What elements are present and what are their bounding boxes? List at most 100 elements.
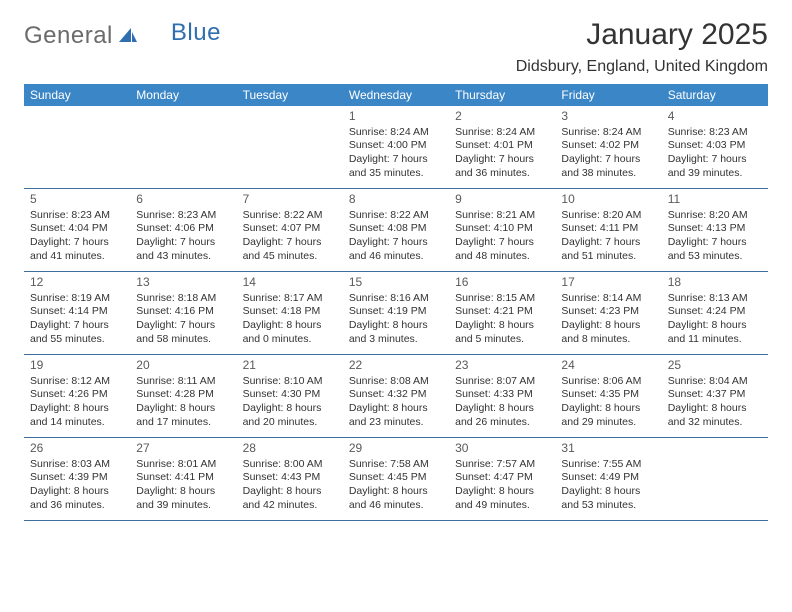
header: General Blue January 2025 Didsbury, Engl… bbox=[24, 18, 768, 76]
day-number: 7 bbox=[243, 192, 337, 208]
calendar-day-cell: 19Sunrise: 8:12 AMSunset: 4:26 PMDayligh… bbox=[24, 355, 130, 437]
day-number: 6 bbox=[136, 192, 230, 208]
sunset-line: Sunset: 4:32 PM bbox=[349, 388, 443, 402]
calendar-week-row: 5Sunrise: 8:23 AMSunset: 4:04 PMDaylight… bbox=[24, 189, 768, 272]
day-number: 30 bbox=[455, 441, 549, 457]
sunrise-line: Sunrise: 8:13 AM bbox=[668, 292, 762, 306]
sunrise-line: Sunrise: 8:20 AM bbox=[668, 209, 762, 223]
day-number: 23 bbox=[455, 358, 549, 374]
sunset-line: Sunset: 4:18 PM bbox=[243, 305, 337, 319]
sunset-line: Sunset: 4:00 PM bbox=[349, 139, 443, 153]
day-number: 2 bbox=[455, 109, 549, 125]
sunrise-line: Sunrise: 8:12 AM bbox=[30, 375, 124, 389]
sunset-line: Sunset: 4:13 PM bbox=[668, 222, 762, 236]
day-number: 5 bbox=[30, 192, 124, 208]
calendar-day-cell: 4Sunrise: 8:23 AMSunset: 4:03 PMDaylight… bbox=[662, 106, 768, 188]
calendar-week-row: 19Sunrise: 8:12 AMSunset: 4:26 PMDayligh… bbox=[24, 355, 768, 438]
sunrise-line: Sunrise: 8:24 AM bbox=[455, 126, 549, 140]
calendar-day-cell: 18Sunrise: 8:13 AMSunset: 4:24 PMDayligh… bbox=[662, 272, 768, 354]
sunset-line: Sunset: 4:41 PM bbox=[136, 471, 230, 485]
weekday-header: Wednesday bbox=[343, 84, 449, 106]
day-number: 1 bbox=[349, 109, 443, 125]
day-number: 16 bbox=[455, 275, 549, 291]
sunset-line: Sunset: 4:24 PM bbox=[668, 305, 762, 319]
day-number: 13 bbox=[136, 275, 230, 291]
daylight-line: Daylight: 7 hours and 38 minutes. bbox=[561, 153, 655, 180]
daylight-line: Daylight: 7 hours and 41 minutes. bbox=[30, 236, 124, 263]
day-number: 28 bbox=[243, 441, 337, 457]
calendar-day-cell: 12Sunrise: 8:19 AMSunset: 4:14 PMDayligh… bbox=[24, 272, 130, 354]
daylight-line: Daylight: 7 hours and 58 minutes. bbox=[136, 319, 230, 346]
weekday-header: Thursday bbox=[449, 84, 555, 106]
calendar-day-cell: 8Sunrise: 8:22 AMSunset: 4:08 PMDaylight… bbox=[343, 189, 449, 271]
day-number: 24 bbox=[561, 358, 655, 374]
sunrise-line: Sunrise: 8:16 AM bbox=[349, 292, 443, 306]
day-number: 20 bbox=[136, 358, 230, 374]
sunset-line: Sunset: 4:39 PM bbox=[30, 471, 124, 485]
calendar-day-cell: 31Sunrise: 7:55 AMSunset: 4:49 PMDayligh… bbox=[555, 438, 661, 520]
day-number: 15 bbox=[349, 275, 443, 291]
sunrise-line: Sunrise: 8:07 AM bbox=[455, 375, 549, 389]
sunrise-line: Sunrise: 8:18 AM bbox=[136, 292, 230, 306]
page-title: January 2025 bbox=[516, 18, 768, 52]
day-number: 21 bbox=[243, 358, 337, 374]
daylight-line: Daylight: 8 hours and 29 minutes. bbox=[561, 402, 655, 429]
sunrise-line: Sunrise: 8:08 AM bbox=[349, 375, 443, 389]
daylight-line: Daylight: 8 hours and 23 minutes. bbox=[349, 402, 443, 429]
sunrise-line: Sunrise: 8:22 AM bbox=[349, 209, 443, 223]
daylight-line: Daylight: 8 hours and 20 minutes. bbox=[243, 402, 337, 429]
day-number: 18 bbox=[668, 275, 762, 291]
calendar-day-cell: 16Sunrise: 8:15 AMSunset: 4:21 PMDayligh… bbox=[449, 272, 555, 354]
sunset-line: Sunset: 4:03 PM bbox=[668, 139, 762, 153]
day-number: 19 bbox=[30, 358, 124, 374]
daylight-line: Daylight: 7 hours and 53 minutes. bbox=[668, 236, 762, 263]
day-number: 10 bbox=[561, 192, 655, 208]
sunset-line: Sunset: 4:16 PM bbox=[136, 305, 230, 319]
calendar-day-cell: 24Sunrise: 8:06 AMSunset: 4:35 PMDayligh… bbox=[555, 355, 661, 437]
sunrise-line: Sunrise: 8:21 AM bbox=[455, 209, 549, 223]
daylight-line: Daylight: 7 hours and 51 minutes. bbox=[561, 236, 655, 263]
sunset-line: Sunset: 4:37 PM bbox=[668, 388, 762, 402]
daylight-line: Daylight: 8 hours and 17 minutes. bbox=[136, 402, 230, 429]
weekday-header: Tuesday bbox=[237, 84, 343, 106]
sunset-line: Sunset: 4:02 PM bbox=[561, 139, 655, 153]
weekday-header: Sunday bbox=[24, 84, 130, 106]
calendar-day-cell: 25Sunrise: 8:04 AMSunset: 4:37 PMDayligh… bbox=[662, 355, 768, 437]
calendar-day-cell: 2Sunrise: 8:24 AMSunset: 4:01 PMDaylight… bbox=[449, 106, 555, 188]
sunset-line: Sunset: 4:01 PM bbox=[455, 139, 549, 153]
sunset-line: Sunset: 4:04 PM bbox=[30, 222, 124, 236]
sunset-line: Sunset: 4:45 PM bbox=[349, 471, 443, 485]
sunrise-line: Sunrise: 8:20 AM bbox=[561, 209, 655, 223]
sunset-line: Sunset: 4:47 PM bbox=[455, 471, 549, 485]
daylight-line: Daylight: 8 hours and 36 minutes. bbox=[30, 485, 124, 512]
day-number: 31 bbox=[561, 441, 655, 457]
calendar-day-cell bbox=[130, 106, 236, 188]
daylight-line: Daylight: 8 hours and 8 minutes. bbox=[561, 319, 655, 346]
calendar-day-cell: 10Sunrise: 8:20 AMSunset: 4:11 PMDayligh… bbox=[555, 189, 661, 271]
calendar-day-cell: 23Sunrise: 8:07 AMSunset: 4:33 PMDayligh… bbox=[449, 355, 555, 437]
calendar-day-cell: 7Sunrise: 8:22 AMSunset: 4:07 PMDaylight… bbox=[237, 189, 343, 271]
calendar-day-cell bbox=[662, 438, 768, 520]
calendar-week-row: 1Sunrise: 8:24 AMSunset: 4:00 PMDaylight… bbox=[24, 106, 768, 189]
calendar-day-cell: 1Sunrise: 8:24 AMSunset: 4:00 PMDaylight… bbox=[343, 106, 449, 188]
sunrise-line: Sunrise: 8:11 AM bbox=[136, 375, 230, 389]
sunrise-line: Sunrise: 8:17 AM bbox=[243, 292, 337, 306]
sunrise-line: Sunrise: 8:23 AM bbox=[136, 209, 230, 223]
daylight-line: Daylight: 8 hours and 42 minutes. bbox=[243, 485, 337, 512]
sunset-line: Sunset: 4:08 PM bbox=[349, 222, 443, 236]
day-number: 25 bbox=[668, 358, 762, 374]
daylight-line: Daylight: 8 hours and 46 minutes. bbox=[349, 485, 443, 512]
sunrise-line: Sunrise: 8:24 AM bbox=[561, 126, 655, 140]
calendar-day-cell: 6Sunrise: 8:23 AMSunset: 4:06 PMDaylight… bbox=[130, 189, 236, 271]
sunrise-line: Sunrise: 8:23 AM bbox=[668, 126, 762, 140]
sunrise-line: Sunrise: 8:10 AM bbox=[243, 375, 337, 389]
weekday-header: Friday bbox=[555, 84, 661, 106]
sunset-line: Sunset: 4:35 PM bbox=[561, 388, 655, 402]
calendar-day-cell: 5Sunrise: 8:23 AMSunset: 4:04 PMDaylight… bbox=[24, 189, 130, 271]
sunrise-line: Sunrise: 8:01 AM bbox=[136, 458, 230, 472]
calendar-day-cell: 14Sunrise: 8:17 AMSunset: 4:18 PMDayligh… bbox=[237, 272, 343, 354]
sunset-line: Sunset: 4:19 PM bbox=[349, 305, 443, 319]
day-number: 27 bbox=[136, 441, 230, 457]
sunrise-line: Sunrise: 8:06 AM bbox=[561, 375, 655, 389]
sunrise-line: Sunrise: 8:24 AM bbox=[349, 126, 443, 140]
